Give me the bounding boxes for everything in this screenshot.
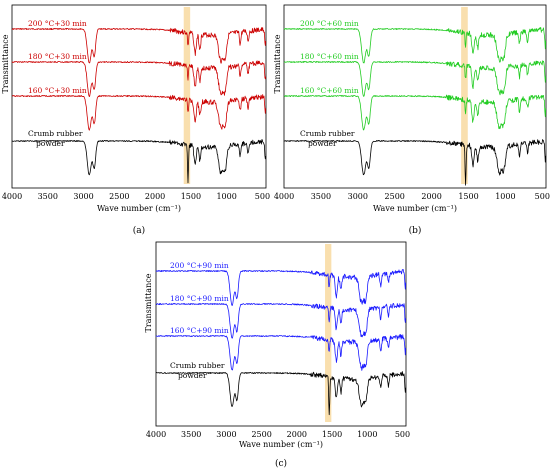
series-label: 180 °C+60 min — [300, 52, 359, 61]
sample-spectrum-line — [11, 94, 267, 131]
spectra-group — [283, 27, 547, 186]
x-tick-label: 3000 — [73, 192, 93, 201]
plot-frame — [283, 4, 547, 189]
series-label: 160 °C+90 min — [170, 326, 229, 335]
sample-spectrum-line — [283, 60, 547, 97]
x-tick-label: 1000 — [357, 430, 377, 439]
sample-spectrum-line — [11, 60, 267, 97]
series-labels: 200 °C+30 min 180 °C+30 min 160 °C+30 min C… — [28, 19, 87, 148]
x-tick-label: 4000 — [274, 192, 294, 201]
spectra-group — [155, 269, 407, 416]
x-tick-label: 1000 — [216, 192, 236, 201]
x-tick-label: 2500 — [251, 430, 271, 439]
sample-spectrum-line — [283, 94, 547, 131]
series-label: 200 °C+30 min — [28, 19, 87, 28]
series-label: 160 °C+60 min — [300, 86, 359, 95]
x-tick-label: 3500 — [181, 430, 201, 439]
panel-label: (c) — [275, 458, 287, 469]
x-tick-label: 500 — [535, 192, 550, 201]
highlight-band-rect — [461, 7, 468, 184]
sample-spectrum-line — [283, 27, 547, 64]
x-tick-label: 1500 — [322, 430, 342, 439]
sample-spectrum-line — [155, 334, 407, 371]
x-tick-label: 2000 — [421, 192, 441, 201]
highlight-band — [183, 7, 191, 184]
plot-frame — [155, 241, 407, 427]
x-tick-label: 2000 — [145, 192, 165, 201]
x-tick-label: 3500 — [311, 192, 331, 201]
spectra-group — [11, 27, 267, 184]
y-axis-title: Transmittance — [273, 34, 282, 93]
x-tick-labels: 4000 3500 3000 2500 2000 1500 1000 500 — [146, 430, 410, 439]
series-label: 200 °C+90 min — [170, 261, 229, 270]
series-label: Crumb rubber powder — [170, 361, 225, 380]
x-tick-label: 4000 — [146, 430, 166, 439]
x-axis-title: Wave number (cm⁻¹) — [97, 204, 181, 213]
x-tick-label: 500 — [255, 192, 270, 201]
x-tick-label: 3000 — [216, 430, 236, 439]
x-tick-label: 2000 — [287, 430, 307, 439]
x-tick-labels: 4000 3500 3000 2500 2000 1500 1000 500 — [274, 192, 550, 201]
chart-panel-b: Transmittance Wave number (cm⁻¹) 4000 350… — [273, 4, 550, 236]
sample-spectrum-line — [155, 303, 407, 339]
x-tick-label: 1000 — [495, 192, 515, 201]
y-axis-title: Transmittance — [144, 273, 153, 332]
sample-spectrum-line — [155, 269, 407, 306]
x-tick-labels: 4000 3500 3000 2500 2000 1500 1000 500 — [2, 192, 270, 201]
reference-spectrum-line — [283, 139, 547, 186]
x-axis-title: Wave number (cm⁻¹) — [239, 440, 323, 449]
x-tick-label: 2500 — [109, 192, 129, 201]
reference-spectrum-line — [155, 371, 407, 416]
series-label: 180 °C+90 min — [170, 294, 229, 303]
sample-spectrum-line — [12, 27, 267, 64]
x-tick-label: 4000 — [2, 192, 22, 201]
chart-panel-a: Transmittance Wave number (cm⁻¹) 4000 350… — [1, 4, 270, 236]
reference-spectrum-line — [11, 139, 267, 184]
series-label: 200 °C+60 min — [300, 19, 359, 28]
y-axis-title: Transmittance — [1, 34, 10, 93]
x-axis-title: Wave number (cm⁻¹) — [373, 204, 457, 213]
series-label: 160 °C+30 min — [28, 86, 87, 95]
chart-panel-c: Transmittance Wave number (cm⁻¹) 4000 350… — [144, 241, 410, 469]
highlight-band — [325, 244, 332, 422]
x-tick-label: 3500 — [38, 192, 58, 201]
x-tick-label: 2500 — [385, 192, 405, 201]
series-labels: 200 °C+90 min 180 °C+90 min 160 °C+90 min C… — [170, 261, 229, 380]
highlight-band-rect — [183, 7, 191, 184]
highlight-band — [461, 7, 468, 184]
series-label: Crumb rubber powder — [300, 129, 355, 148]
series-label: 180 °C+30 min — [28, 52, 87, 61]
panel-label: (a) — [133, 225, 145, 236]
x-tick-label: 3000 — [348, 192, 368, 201]
panel-label: (b) — [409, 225, 422, 236]
series-labels: 200 °C+60 min 180 °C+60 min 160 °C+60 min C… — [300, 19, 359, 148]
x-tick-label: 1500 — [181, 192, 201, 201]
highlight-band-rect — [325, 244, 332, 422]
x-tick-label: 500 — [395, 430, 410, 439]
plot-frame — [11, 4, 267, 189]
x-tick-label: 1500 — [458, 192, 478, 201]
series-label: Crumb rubber powder — [28, 129, 83, 148]
